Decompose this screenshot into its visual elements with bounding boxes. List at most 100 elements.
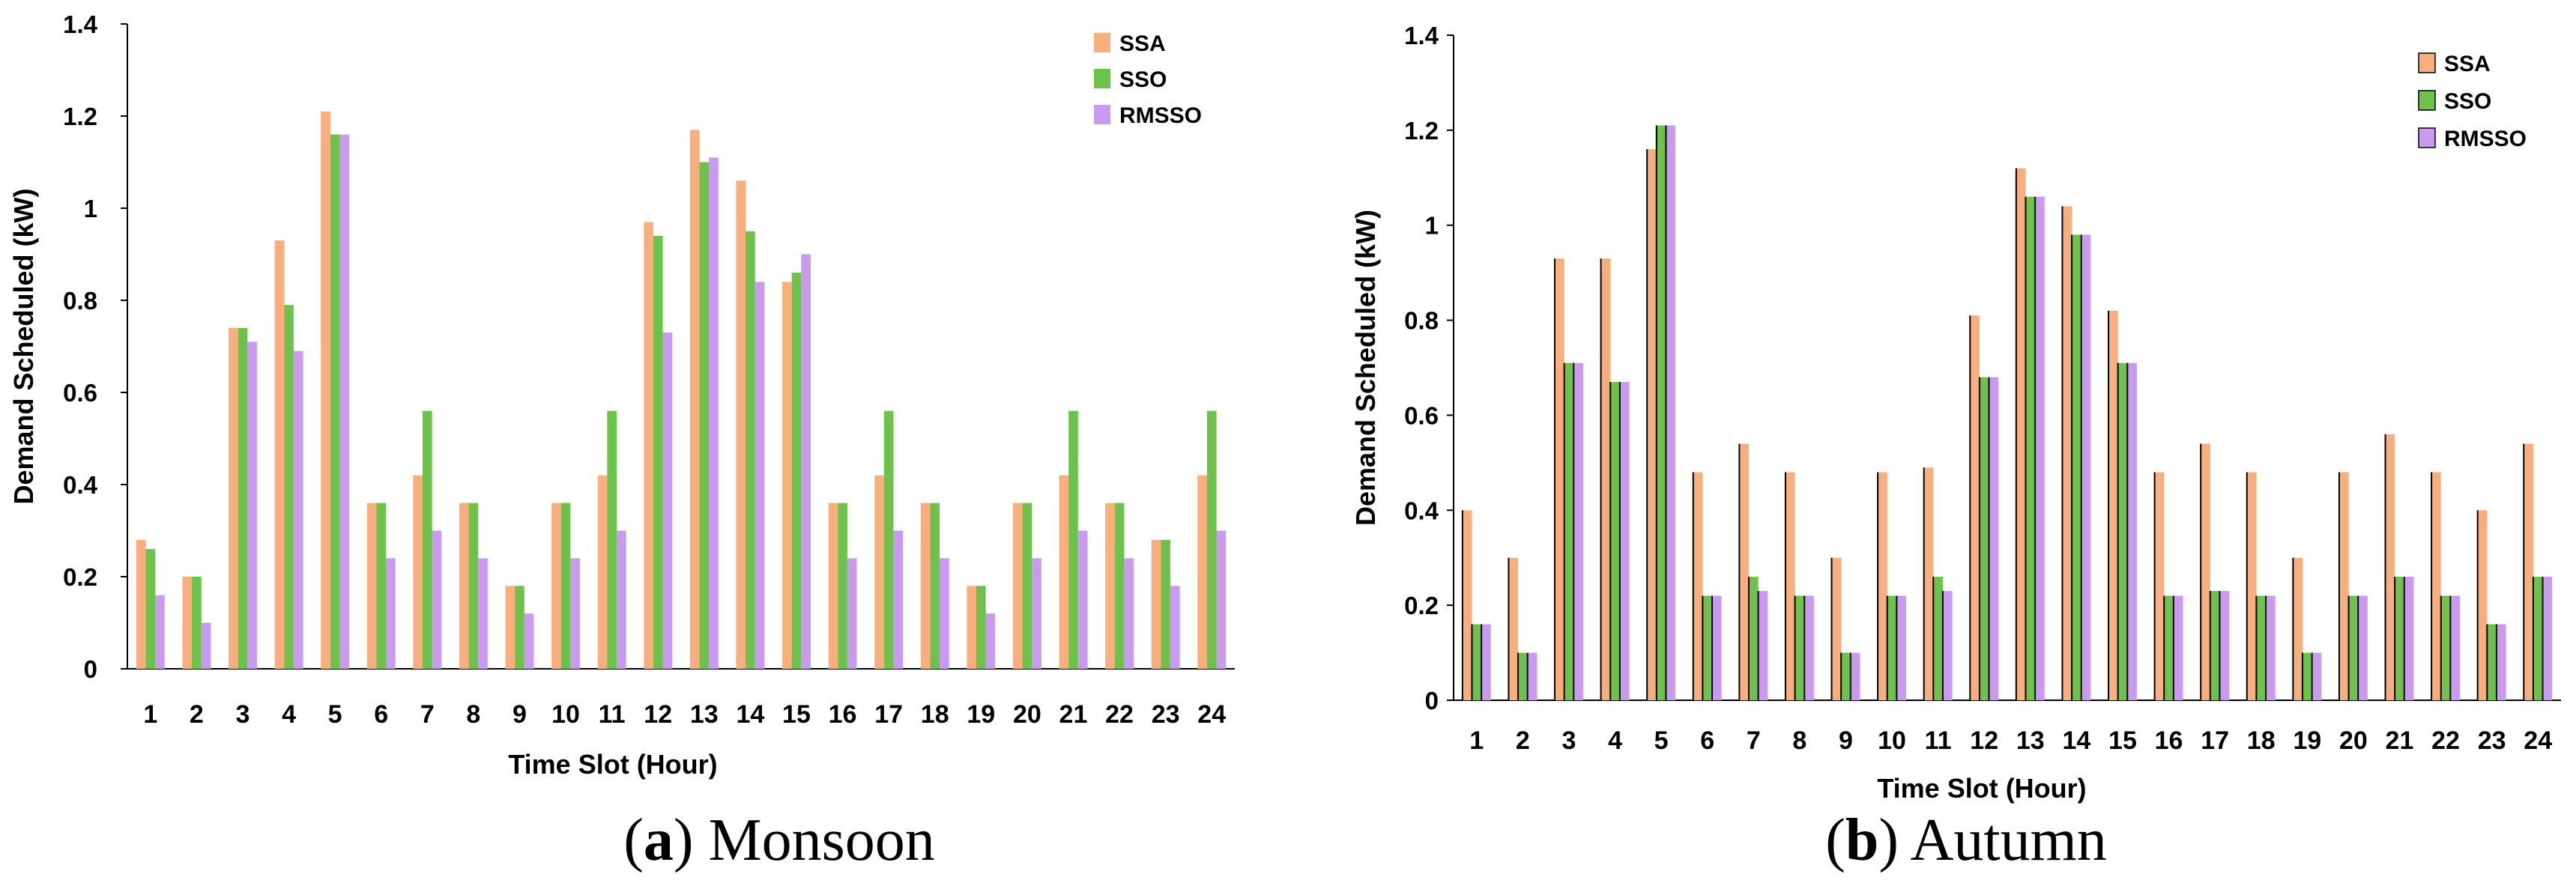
bar-rmsso-7 bbox=[1758, 591, 1768, 700]
x-axis-title: Time Slot (Hour) bbox=[508, 749, 717, 780]
bar-sso-22 bbox=[2440, 595, 2451, 700]
x-tick-label: 8 bbox=[1792, 726, 1806, 755]
bar-ssa-22 bbox=[2431, 472, 2441, 700]
legend-label-sso: SSO bbox=[1119, 67, 1167, 92]
x-tick-label: 20 bbox=[1013, 700, 1041, 729]
chart-monsoon: 0 0.2 0.4 0.6 0.8 1 1.2 1.4 Demand Scheduled (kW… bbox=[8, 10, 1235, 873]
bar-ssa-2 bbox=[182, 577, 193, 669]
bar-rmsso-10 bbox=[1896, 595, 1906, 700]
bar-sso-18 bbox=[2256, 595, 2267, 700]
x-tick-label: 14 bbox=[2062, 726, 2090, 755]
legend-label-sso: SSO bbox=[2444, 89, 2491, 114]
bar-rmsso-22 bbox=[2450, 595, 2460, 700]
x-tick-label: 11 bbox=[1925, 726, 1952, 755]
legend: SSA SSO RMSSO bbox=[2418, 52, 2527, 151]
x-tick-label: 17 bbox=[874, 700, 903, 729]
bar-ssa-16 bbox=[2154, 472, 2165, 700]
bar-rmsso-3 bbox=[247, 342, 257, 669]
x-tick-label: 14 bbox=[736, 700, 764, 729]
bar-rmsso-16 bbox=[847, 558, 857, 669]
bar-rmsso-21 bbox=[2404, 577, 2414, 700]
bar-rmsso-20 bbox=[1032, 558, 1041, 669]
x-tick-label: 2 bbox=[1516, 726, 1530, 755]
x-tick-label: 9 bbox=[1839, 726, 1853, 755]
bar-ssa-15 bbox=[782, 282, 792, 669]
legend-label-rmsso: RMSSO bbox=[2444, 127, 2527, 151]
bar-ssa-3 bbox=[229, 327, 238, 669]
bar-ssa-17 bbox=[874, 475, 884, 669]
bar-sso-19 bbox=[976, 586, 986, 669]
x-tick-label: 12 bbox=[1970, 726, 1998, 755]
x-tick-label: 13 bbox=[690, 700, 719, 729]
bar-rmsso-6 bbox=[386, 558, 396, 669]
bar-rmsso-10 bbox=[570, 558, 580, 669]
bar-sso-18 bbox=[930, 503, 940, 669]
x-tick-label: 8 bbox=[466, 700, 480, 729]
x-tick-label: 24 bbox=[2524, 726, 2552, 755]
y-tick-label: 0.6 bbox=[63, 379, 97, 407]
bar-sso-21 bbox=[2395, 577, 2404, 700]
bar-sso-6 bbox=[1702, 595, 1713, 700]
bar-ssa-23 bbox=[2477, 510, 2488, 700]
x-tick-label: 4 bbox=[1608, 726, 1622, 755]
x-tick-label: 6 bbox=[374, 700, 388, 729]
legend-label-ssa: SSA bbox=[1119, 31, 1166, 56]
y-tick-label: 0.8 bbox=[1404, 307, 1439, 335]
bar-ssa-11 bbox=[1923, 467, 1934, 700]
bar-rmsso-3 bbox=[1573, 362, 1583, 700]
x-tick-label: 18 bbox=[2247, 726, 2276, 755]
x-tick-label: 7 bbox=[1747, 726, 1761, 755]
bar-sso-9 bbox=[515, 586, 524, 669]
bar-ssa-16 bbox=[828, 503, 838, 669]
bar-rmsso-16 bbox=[2173, 595, 2183, 700]
bar-rmsso-15 bbox=[2127, 362, 2137, 700]
legend: SSA SSO RMSSO bbox=[1094, 31, 1202, 128]
bar-rmsso-11 bbox=[616, 530, 626, 669]
caption-text: ) Monsoon bbox=[674, 807, 935, 873]
bar-ssa-21 bbox=[1059, 475, 1069, 669]
x-tick-label: 3 bbox=[1561, 726, 1576, 755]
bar-sso-1 bbox=[145, 549, 156, 669]
bar-sso-1 bbox=[1472, 624, 1482, 700]
x-tick-label: 1 bbox=[143, 700, 157, 729]
bar-sso-21 bbox=[1068, 410, 1078, 669]
bar-rmsso-4 bbox=[1619, 382, 1630, 700]
x-tick-label: 3 bbox=[235, 700, 250, 729]
x-tick-label: 22 bbox=[1105, 700, 1134, 729]
bar-sso-8 bbox=[468, 503, 479, 669]
bar-rmsso-22 bbox=[1124, 558, 1134, 669]
bar-rmsso-21 bbox=[1077, 530, 1088, 669]
bar-sso-23 bbox=[2487, 624, 2497, 700]
x-tick-label: 18 bbox=[921, 700, 949, 729]
bar-ssa-4 bbox=[1600, 258, 1611, 701]
bar-sso-16 bbox=[838, 503, 847, 669]
bar-rmsso-17 bbox=[2219, 591, 2230, 700]
bar-sso-3 bbox=[238, 327, 248, 669]
bar-sso-19 bbox=[2302, 652, 2312, 700]
bar-ssa-19 bbox=[967, 586, 976, 669]
bar-ssa-24 bbox=[2524, 443, 2533, 700]
y-tick-label: 1.2 bbox=[1404, 117, 1439, 145]
bar-ssa-18 bbox=[2246, 472, 2257, 700]
x-tick-label: 17 bbox=[2201, 726, 2229, 755]
bar-rmsso-24 bbox=[1216, 530, 1227, 669]
y-tick-label: 0.6 bbox=[1404, 401, 1439, 429]
legend-label-ssa: SSA bbox=[2444, 52, 2491, 76]
bar-rmsso-19 bbox=[2312, 652, 2322, 700]
bar-ssa-1 bbox=[1462, 510, 1472, 700]
legend-swatch-ssa bbox=[2418, 52, 2436, 73]
bar-sso-12 bbox=[1979, 377, 1989, 700]
bar-ssa-9 bbox=[505, 586, 515, 669]
bar-rmsso-9 bbox=[1850, 652, 1860, 700]
bar-ssa-5 bbox=[321, 111, 330, 670]
bar-rmsso-5 bbox=[1666, 125, 1676, 700]
bar-sso-2 bbox=[1518, 652, 1528, 700]
bar-ssa-21 bbox=[2385, 434, 2395, 700]
legend-swatch-sso bbox=[2418, 90, 2436, 111]
y-tick-label: 0.2 bbox=[63, 563, 97, 591]
y-tick-label: 0.4 bbox=[1404, 497, 1439, 524]
y-tick-label: 0 bbox=[84, 655, 97, 683]
bar-rmsso-13 bbox=[709, 157, 719, 670]
x-tick-label: 5 bbox=[328, 700, 342, 729]
